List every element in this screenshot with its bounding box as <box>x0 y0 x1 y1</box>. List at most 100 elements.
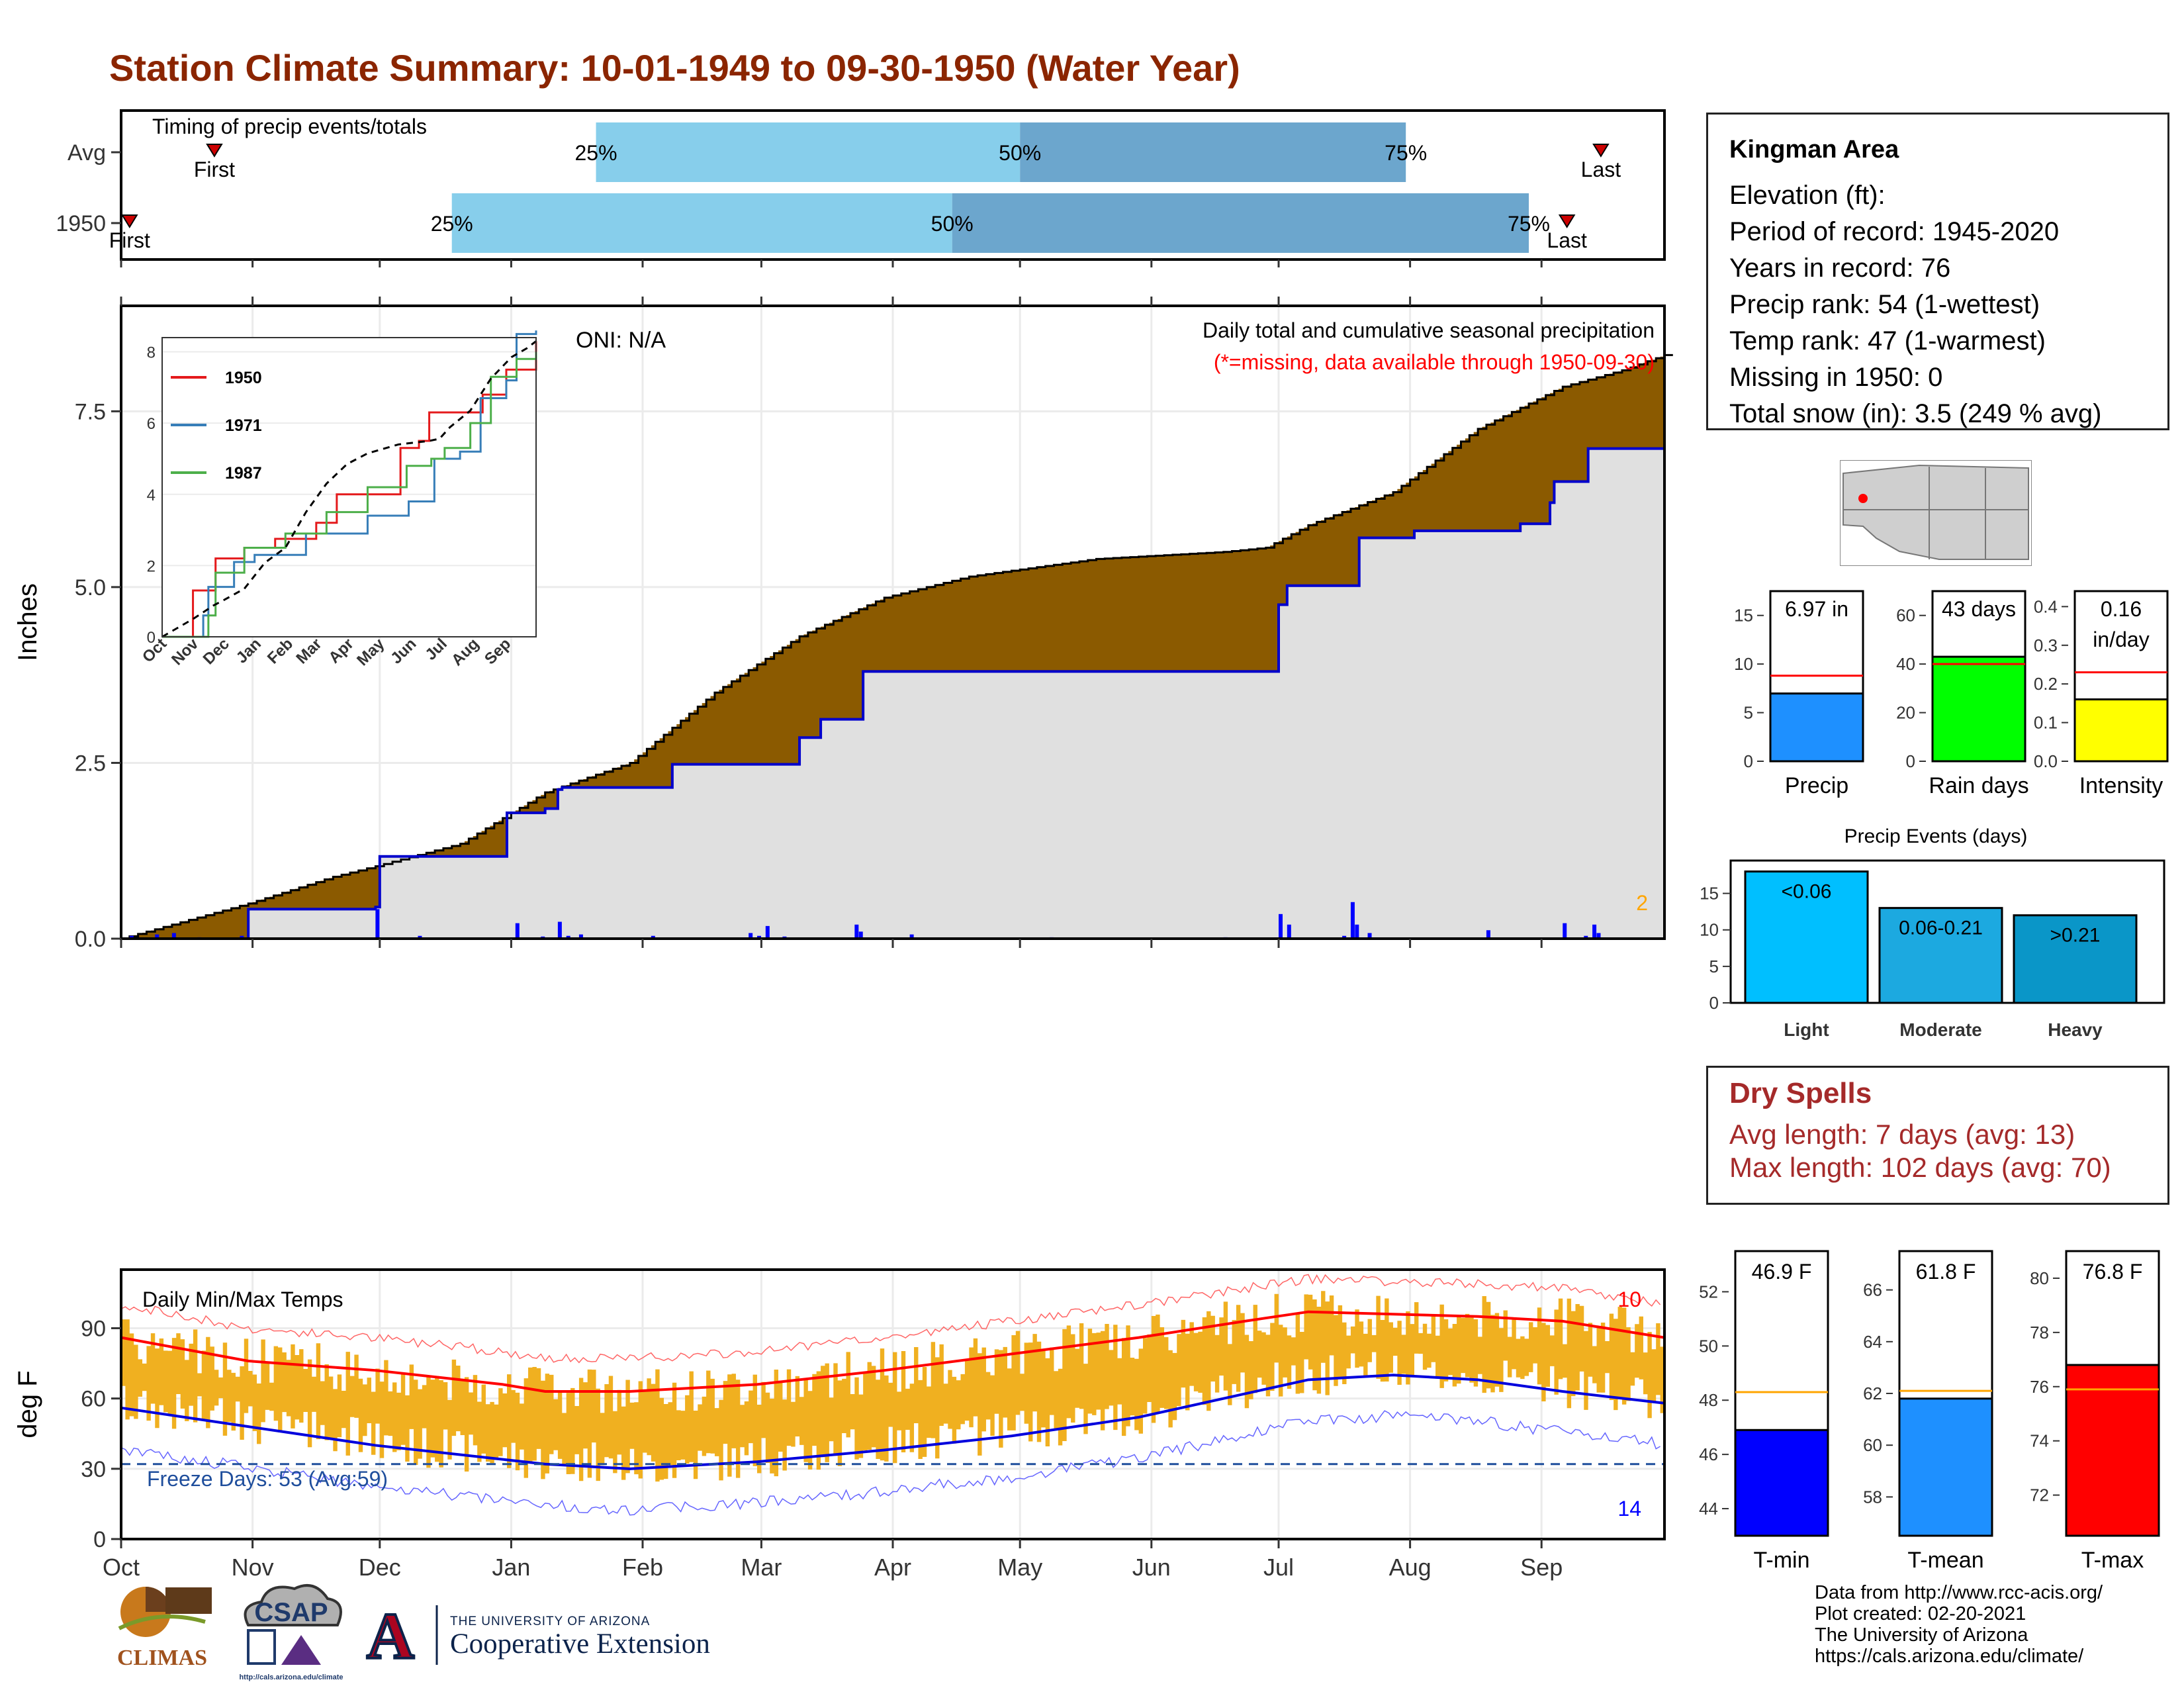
temp-summary-bars: 44 46 48 50 52 46.9 F T-min 58 60 62 64 66 61.8 F T-m… <box>1699 1250 2160 1573</box>
temp-y-tick-label: 90 <box>81 1316 106 1341</box>
temp-y-tick-label: 60 <box>81 1387 106 1412</box>
summary-y-tick-label: 0.3 <box>2034 635 2058 655</box>
daily-precip-bar <box>1596 933 1601 939</box>
summary-y-tick-label: 60 <box>1896 606 1915 626</box>
precip-y-tick-label: 5.0 <box>75 575 106 600</box>
temp-summary-tick-label: 50 <box>1699 1336 1718 1356</box>
summary-bars: 0 5 10 15 6.97 in Precip 0 20 40 60 43 days Rain da… <box>1734 590 2169 798</box>
events-bar-value: 0.06-0.21 <box>1899 917 1983 939</box>
inset-series-line <box>162 330 537 638</box>
month-axis-label: Aug <box>1389 1554 1432 1581</box>
events-title: Precip Events (days) <box>1844 825 2028 847</box>
precip-missing-note: (*=missing, data available through 1950-… <box>1214 350 1655 374</box>
daily-precip-bar <box>1486 930 1490 939</box>
timing-pct-label: 25% <box>431 212 473 236</box>
record-high-count: 10 <box>1617 1288 1641 1311</box>
ua-logo-letter: A <box>367 1599 414 1671</box>
daily-precip-bar <box>418 935 422 939</box>
precip-y-tick-label: 2.5 <box>75 751 106 776</box>
timing-bar-25-50 <box>451 193 952 253</box>
inset-y-tick-label: 4 <box>147 487 156 504</box>
timing-first-label: First <box>109 228 150 252</box>
station-info-box: Kingman Area Elevation (ft): Period of r… <box>1706 113 2169 430</box>
daily-precip-bar <box>566 935 570 939</box>
inset-legend-label: 1971 <box>225 416 262 435</box>
summary-y-tick-label: 20 <box>1896 703 1915 723</box>
month-axis-label: Feb <box>622 1554 663 1581</box>
timing-first-marker <box>121 214 138 228</box>
daily-precip-bar <box>858 931 863 939</box>
summary-bar-name: Rain days <box>1929 773 2028 798</box>
temp-daily-range-bars <box>121 1291 1664 1482</box>
station-missing: Missing in 1950: 0 <box>1729 363 1943 392</box>
temp-summary-bar <box>2065 1364 2160 1537</box>
inset-legend-label: 1950 <box>225 369 262 387</box>
climas-text: CLIMAS <box>117 1646 207 1670</box>
precip-y-axis-label: Inches <box>13 583 42 661</box>
summary-y-tick-label: 0.0 <box>2034 751 2058 771</box>
events-tick-label: 0 <box>1709 993 1719 1013</box>
temp-summary-bar <box>1898 1397 1993 1537</box>
temp-summary-name: T-mean <box>1907 1548 1983 1573</box>
temp-record-low-line <box>120 1410 1661 1516</box>
daily-precip-bar <box>375 909 380 939</box>
credit-created: Plot created: 02-20-2021 <box>1815 1603 2026 1624</box>
csap-logo: CSAP http://cals.arizona.edu/climate <box>239 1584 343 1681</box>
month-axis-label: Dec <box>359 1554 401 1581</box>
events-bar <box>1878 907 2003 1004</box>
daily-precip-bar <box>240 935 244 939</box>
climas-logo: CLIMAS <box>117 1587 212 1670</box>
precip-observed-line <box>121 447 1664 940</box>
timing-pct-label: 50% <box>999 141 1041 165</box>
station-snow: Total snow (in): 3.5 (249 % avg) <box>1729 399 2102 428</box>
temp-summary-tick-label: 72 <box>2030 1485 2049 1505</box>
timing-last-label: Last <box>1581 158 1621 181</box>
events-bar <box>1744 870 1869 1004</box>
daily-precip-bar <box>1350 902 1355 939</box>
month-axis-label: May <box>997 1554 1042 1581</box>
summary-value-label: 0.16 <box>2101 597 2142 621</box>
inset-y-tick-label: 2 <box>147 557 156 575</box>
month-axis-label: Jan <box>492 1554 530 1581</box>
timing-bar-50-75 <box>1020 122 1406 182</box>
precip-deficit-area <box>125 356 1665 939</box>
temp-summary-tick-label: 60 <box>1863 1435 1882 1455</box>
station-marker <box>1858 494 1868 503</box>
summary-y-tick-label: 0 <box>1744 751 1753 771</box>
csap-text: CSAP <box>254 1598 328 1627</box>
daily-precip-bar <box>1355 924 1359 939</box>
timing-first-label: First <box>194 158 235 181</box>
credit-url: https://cals.arizona.edu/climate/ <box>1815 1646 2084 1667</box>
daily-precip-bar <box>129 935 134 939</box>
temp-summary-bar <box>1734 1429 1829 1537</box>
temp-summary-name: T-max <box>2081 1548 2144 1573</box>
events-tick-label: 15 <box>1700 884 1719 904</box>
events-tick-label: 5 <box>1709 957 1719 976</box>
daily-precip-bar <box>578 934 583 939</box>
temp-summary-tick-label: 46 <box>1699 1444 1718 1464</box>
inset-bg <box>162 338 536 637</box>
events-bar <box>2013 914 2138 1004</box>
station-name: Kingman Area <box>1729 136 1899 164</box>
summary-y-tick-label: 0.2 <box>2034 674 2058 694</box>
month-axis-label: Jun <box>1132 1554 1171 1581</box>
daily-precip-bar <box>557 921 562 939</box>
dry-spells-max: Max length: 102 days (avg: 70) <box>1729 1152 2111 1183</box>
station-years: Years in record: 76 <box>1729 254 1951 283</box>
daily-precip-bar <box>1584 935 1588 939</box>
daily-precip-bar <box>1342 935 1347 939</box>
summary-y-tick-label: 10 <box>1734 654 1753 674</box>
daily-precip-bar <box>909 934 914 939</box>
ua-extension-logo: A THE UNIVERSITY OF ARIZONA Cooperative … <box>365 1599 710 1671</box>
events-bar-name: Moderate <box>1899 1019 1981 1040</box>
ua-small-text: THE UNIVERSITY OF ARIZONA <box>450 1615 650 1628</box>
events-bar-name: Heavy <box>2048 1019 2103 1040</box>
inset-y-tick-label: 6 <box>147 415 156 433</box>
timing-bar-50-75 <box>952 193 1529 253</box>
inset-legend-label: 1987 <box>225 464 262 483</box>
temp-y-axis-label: deg F <box>13 1370 42 1438</box>
freeze-days-label: Freeze Days: 53 (Avg:59) <box>147 1467 388 1491</box>
events-bar-value: >0.21 <box>2050 925 2101 947</box>
daily-precip-bar <box>749 933 753 939</box>
credit-source: Data from http://www.rcc-acis.org/ <box>1815 1582 2103 1603</box>
